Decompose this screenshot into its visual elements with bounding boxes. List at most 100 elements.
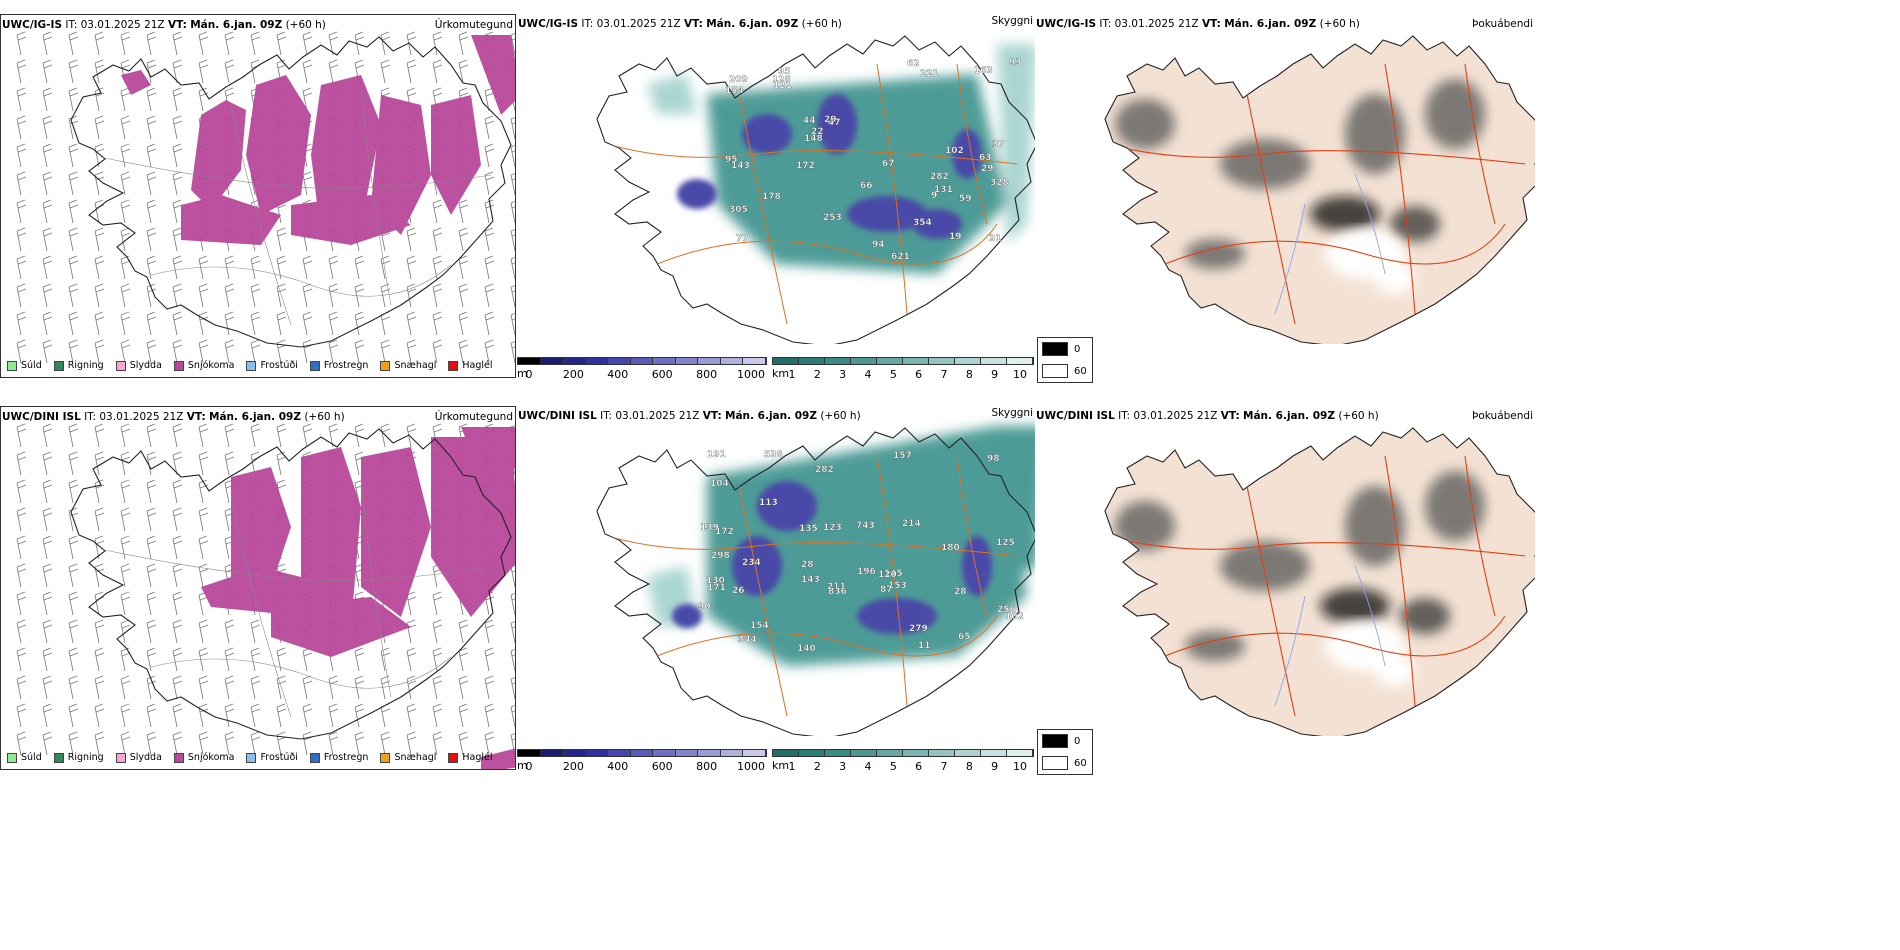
- snow-areas: [201, 427, 515, 769]
- colorbar-segment: [773, 750, 799, 756]
- legend-label: Súld: [21, 360, 42, 371]
- wind-barb: [120, 87, 131, 112]
- fog-legend-row1: 0 60: [1037, 337, 1093, 383]
- wind-barb: [224, 59, 235, 84]
- legend-item: Rigning: [53, 360, 104, 371]
- cloudbase-label: 47: [828, 118, 841, 128]
- wind-barb: [94, 171, 105, 196]
- wind-barb: [302, 647, 313, 672]
- visibility-bar: [772, 749, 1034, 757]
- wind-barb: [458, 31, 469, 56]
- wind-barb: [484, 311, 495, 336]
- wind-barb: [16, 227, 27, 252]
- wind-barb: [198, 647, 209, 672]
- roads: [90, 84, 492, 326]
- cloudbase-label: 113: [759, 498, 778, 508]
- wind-barb: [172, 563, 183, 588]
- colorbar-tick: 800: [696, 368, 718, 381]
- wind-barb: [250, 647, 261, 672]
- wind-barb: [94, 703, 105, 728]
- wind-barb: [484, 703, 495, 728]
- legend-swatch: [309, 752, 320, 763]
- cloudbase-label: 298: [711, 551, 730, 561]
- cloudbase-label: 178: [762, 192, 781, 202]
- cloudbase-label: 234: [742, 558, 761, 568]
- cloudbase-unit: m: [517, 367, 528, 380]
- visibility-colorbar-row1: km 1 2 3 4 5 6 7 8 9 10: [772, 357, 1034, 381]
- colorbar-segment: [981, 358, 1007, 364]
- colorbar-segment: [799, 750, 825, 756]
- wind-barb: [42, 703, 53, 728]
- wind-barb: [406, 31, 417, 56]
- colorbar-tick: 6: [915, 760, 923, 773]
- cloudbase-label: 279: [909, 624, 928, 634]
- legend-item: Snjókoma: [173, 360, 234, 371]
- cloudbase-label: 354: [913, 218, 932, 228]
- precip-map-row2: [16, 423, 515, 769]
- legend-swatch: [53, 752, 64, 763]
- wind-barb: [328, 31, 339, 56]
- cloudbase-label: 104: [710, 479, 729, 489]
- cloudbase-label: 163: [974, 66, 993, 76]
- wind-barb: [172, 87, 183, 112]
- cloudbase-label: 128: [772, 75, 791, 85]
- legend-item: Súld: [7, 752, 42, 763]
- wind-barb: [120, 675, 131, 700]
- colorbar-tick: 400: [607, 760, 629, 773]
- wind-barb: [16, 619, 27, 644]
- cloudbase-label: 62: [907, 59, 920, 69]
- wind-barb: [94, 283, 105, 308]
- wind-barb: [94, 647, 105, 672]
- wind-barb: [354, 647, 365, 672]
- wind-barb: [16, 479, 27, 504]
- wind-barb: [172, 311, 183, 336]
- wind-barb: [172, 59, 183, 84]
- wind-barb: [302, 59, 313, 84]
- wind-barb: [484, 339, 495, 364]
- cloudbase-label: 157: [893, 451, 912, 461]
- wind-barb: [42, 535, 53, 560]
- cloudbase-label: 171: [707, 583, 726, 593]
- cloudbase-labels: 2822977954719305221446211549520931253376…: [725, 58, 1022, 262]
- wind-barb: [510, 229, 515, 252]
- colorbar-segment: [720, 358, 744, 364]
- roads: [606, 63, 1018, 325]
- wind-barb: [42, 31, 53, 56]
- wind-barb: [380, 675, 391, 700]
- wind-barb: [68, 171, 79, 196]
- colorbar-segment: [540, 750, 564, 756]
- wind-barb: [198, 423, 209, 448]
- wind-barb: [406, 647, 417, 672]
- wind-barb: [68, 647, 79, 672]
- wind-barb: [68, 87, 79, 112]
- legend-swatch: [448, 752, 459, 763]
- wind-barb: [432, 311, 443, 336]
- colorbar-segment: [585, 750, 609, 756]
- wind-barb: [224, 423, 235, 448]
- colorbar-tick: 10: [1013, 760, 1027, 773]
- cloudbase-label: 67: [882, 159, 895, 169]
- wind-barb: [16, 703, 27, 728]
- roads: [1105, 455, 1526, 717]
- panel-title: UWC/DINI ISL IT: 03.01.2025 21Z VT: Mán.…: [1036, 410, 1379, 422]
- colorbar-tick: 200: [562, 368, 584, 381]
- cloudbase-label: 145: [884, 569, 903, 579]
- colorbar-tick: 600: [651, 368, 673, 381]
- wind-barb: [250, 731, 261, 756]
- cloudbase-label: 209: [729, 75, 748, 85]
- wind-barb: [42, 591, 53, 616]
- colorbar-tick: 4: [864, 760, 872, 773]
- wind-barb: [224, 283, 235, 308]
- colorbar-tick: 2: [813, 368, 821, 381]
- wind-barb: [328, 423, 339, 448]
- cloudbase-label: 214: [902, 519, 921, 529]
- visibility-map-row1: 2822977954719305221446211549520931253376…: [596, 35, 1035, 344]
- cloudbase-label: 621: [891, 252, 910, 262]
- wind-barb: [42, 171, 53, 196]
- wind-barb: [302, 703, 313, 728]
- visibility-bar: [772, 357, 1034, 365]
- wind-barb: [94, 339, 105, 364]
- cloudbase-label: 211: [827, 582, 846, 592]
- wind-barb: [406, 339, 417, 364]
- wind-barb: [94, 675, 105, 700]
